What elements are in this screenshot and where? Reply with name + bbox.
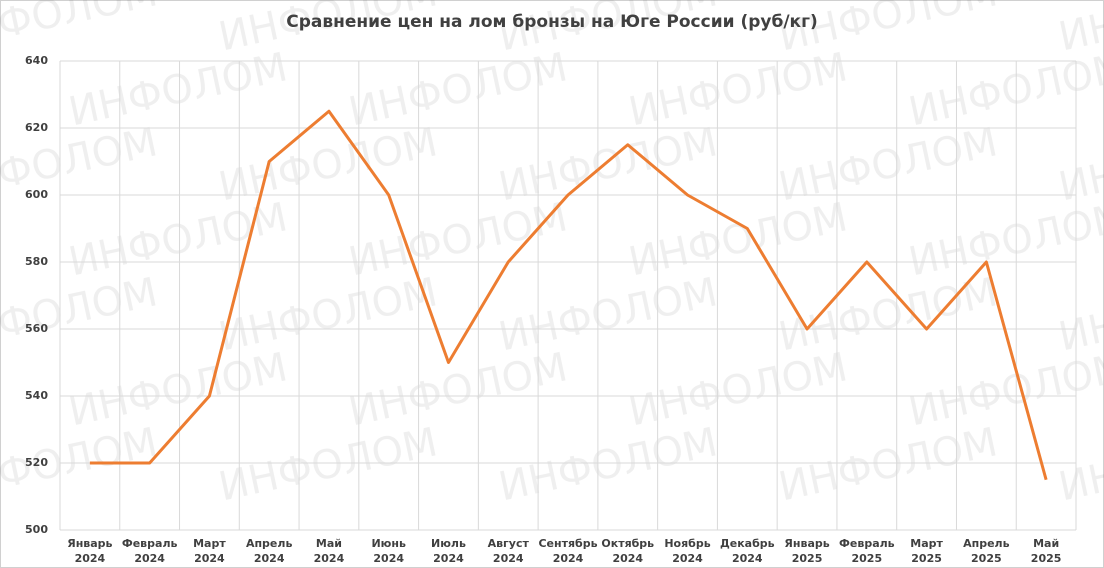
x-tick-label: Апрель 2024: [246, 537, 293, 565]
x-tick-label: Сентябрь 2024: [538, 537, 597, 565]
y-tick-label: 520: [25, 456, 48, 469]
x-tick-label: Май 2024: [314, 537, 345, 565]
x-tick-label: Декабрь 2024: [720, 537, 775, 565]
y-tick-label: 620: [25, 121, 48, 134]
x-tick-label: Апрель 2025: [963, 537, 1010, 565]
y-tick-label: 560: [25, 322, 48, 335]
x-tick-label: Август 2024: [488, 537, 530, 565]
x-tick-label: Февраль 2025: [839, 537, 895, 565]
chart-title: Сравнение цен на лом бронзы на Юге Росси…: [286, 12, 818, 32]
y-tick-label: 500: [25, 523, 48, 536]
y-tick-label: 640: [25, 54, 48, 67]
x-tick-label: Октябрь 2024: [601, 537, 654, 565]
x-tick-label: Март 2025: [910, 537, 943, 565]
x-tick-label: Март 2024: [193, 537, 226, 565]
x-tick-label: Июнь 2024: [371, 537, 406, 565]
x-tick-label: Январь 2025: [784, 537, 829, 565]
x-tick-label: Июль 2024: [431, 537, 466, 565]
x-tick-label: Февраль 2024: [122, 537, 178, 565]
y-tick-label: 600: [25, 188, 48, 201]
data-line: [89, 109, 1048, 481]
x-tick-label: Январь 2024: [67, 537, 112, 565]
x-tick-label: Ноябрь 2024: [664, 537, 710, 565]
y-tick-label: 540: [25, 389, 48, 402]
x-tick-label: Май 2025: [1031, 537, 1062, 565]
y-tick-label: 580: [25, 255, 48, 268]
